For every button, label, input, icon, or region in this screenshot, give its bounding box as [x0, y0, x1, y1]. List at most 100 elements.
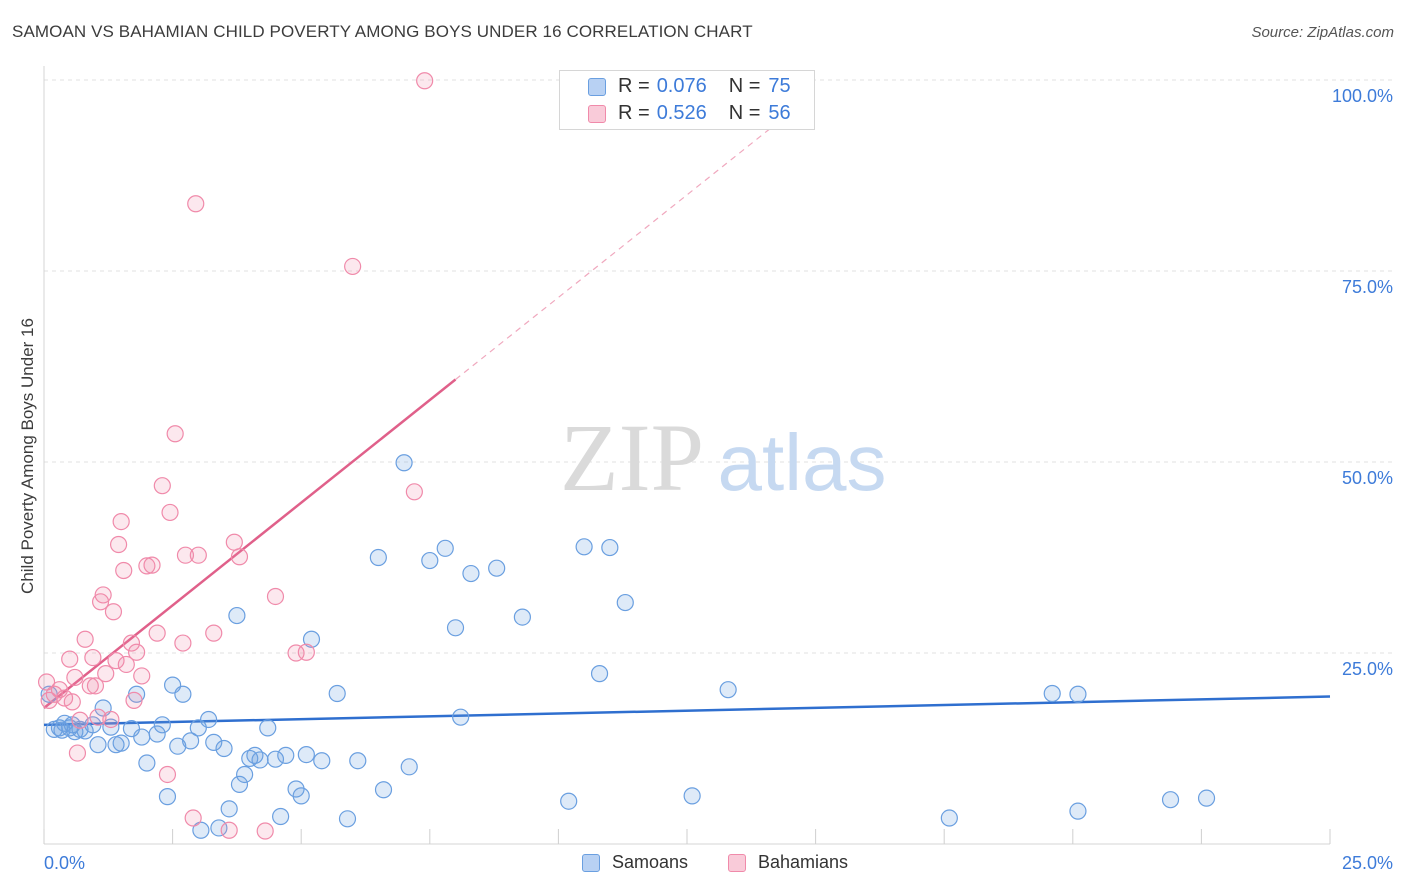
bahamians-point [166, 425, 184, 443]
y-tick-label: 75.0% [1342, 277, 1393, 297]
samoans-point [169, 737, 187, 755]
bahamians-point [81, 677, 99, 695]
bahamians-point [117, 655, 135, 674]
samoans-swatch [588, 77, 606, 96]
samoans-point [421, 551, 439, 570]
samoans-point [272, 807, 290, 826]
samoans-legend-swatch [582, 853, 600, 872]
samoans-point [302, 630, 321, 648]
samoans-point [297, 746, 315, 764]
bahamians-point [184, 809, 202, 827]
samoans-point [266, 750, 285, 768]
bahamians-point [102, 710, 120, 729]
bahamians-legend-label: Bahamians [758, 852, 849, 872]
bahamians-point [97, 665, 115, 683]
bahamians-point [84, 648, 102, 667]
samoans-point [228, 606, 246, 625]
samoans-point [251, 751, 269, 769]
bahamians-point [104, 603, 123, 621]
data-points [37, 72, 1216, 840]
samoans-point [513, 608, 531, 626]
samoans-point [400, 758, 418, 776]
samoans-point [205, 733, 223, 751]
bahamians-point [416, 72, 434, 90]
y-tick-label: 25.0% [1342, 659, 1393, 679]
bahamians-point [76, 630, 94, 648]
bahamians-point [112, 512, 130, 531]
bahamians-point [174, 634, 192, 652]
bahamians-point [297, 643, 315, 661]
r-value: 0.076 [656, 75, 707, 97]
samoans-point [112, 734, 130, 752]
bahamians-trend-extension [455, 112, 791, 380]
samoans-point [246, 746, 264, 764]
chart-source: Source: ZipAtlas.com [1251, 24, 1394, 41]
y-axis-label: Child Poverty Among Boys Under 16 [18, 318, 37, 594]
n-label: N = [728, 75, 761, 97]
bahamians-point [138, 557, 156, 575]
samoans-point [153, 716, 171, 734]
samoans-point [210, 819, 228, 837]
samoans-point [601, 538, 619, 557]
y-tick-labels: 25.0% 50.0% 75.0% 100.0% [1332, 86, 1393, 679]
bahamians-point [225, 533, 243, 551]
samoans-point [133, 728, 151, 746]
samoans-point [1069, 685, 1087, 703]
samoans-point [138, 754, 156, 772]
samoans-point [1069, 802, 1087, 820]
bahamians-point [94, 586, 112, 604]
bahamians-point [89, 708, 107, 726]
bahamians-point [161, 503, 179, 522]
bahamians-point [107, 652, 125, 670]
samoans-point [560, 792, 578, 810]
bahamians-point [66, 668, 84, 687]
bahamians-point [405, 483, 423, 501]
legend-bahamians: Bahamians [728, 852, 848, 873]
samoans-point [328, 684, 346, 703]
r-label: R = [618, 75, 650, 97]
samoans-point [683, 787, 701, 805]
samoans-point [338, 810, 357, 828]
samoans-point [436, 539, 454, 557]
samoans-point [1161, 791, 1180, 809]
stats-legend: R = 0.076 N = 75 R = 0.526 N = 56 [559, 70, 815, 130]
samoans-point [488, 559, 506, 577]
samoans-point [616, 593, 634, 612]
bahamians-point [127, 643, 146, 661]
samoans-point [575, 538, 593, 556]
watermark-atlas: atlas [718, 418, 887, 507]
samoans-legend-label: Samoans [612, 852, 689, 872]
bahamians-point [266, 587, 285, 606]
samoans-point [292, 787, 310, 805]
samoans-point [1197, 789, 1216, 807]
bahamians-point [86, 677, 105, 695]
bahamians-point [45, 685, 63, 703]
stats-row-samoans: R = 0.076 N = 75 [588, 75, 791, 98]
bahamians-point [91, 593, 110, 611]
samoans-point [236, 765, 254, 784]
samoans-point [462, 564, 480, 583]
samoans-point [452, 708, 470, 726]
x-tick-label: 25.0% [1342, 853, 1393, 873]
bahamians-point [256, 822, 274, 840]
x-tick-marks [43, 829, 1331, 844]
bahamians-point [205, 624, 223, 642]
samoans-point [940, 809, 958, 827]
samoans-point [215, 739, 233, 758]
samoans-point [182, 732, 200, 750]
bahamians-point [109, 535, 128, 554]
bahamians-point [37, 673, 56, 691]
watermark-zip: ZIP [560, 404, 704, 511]
samoans-point [174, 685, 192, 703]
r-value: 0.526 [656, 102, 707, 124]
samoans-point [369, 548, 387, 567]
legend-samoans: Samoans [582, 852, 688, 873]
bahamians-swatch [588, 104, 606, 123]
samoans-trend-line [43, 695, 1331, 727]
chart-title: SAMOAN VS BAHAMIAN CHILD POVERTY AMONG B… [12, 22, 753, 41]
bahamians-point [68, 744, 87, 762]
samoans-point [446, 619, 465, 637]
n-value: 56 [768, 102, 791, 124]
samoans-point [230, 775, 249, 794]
